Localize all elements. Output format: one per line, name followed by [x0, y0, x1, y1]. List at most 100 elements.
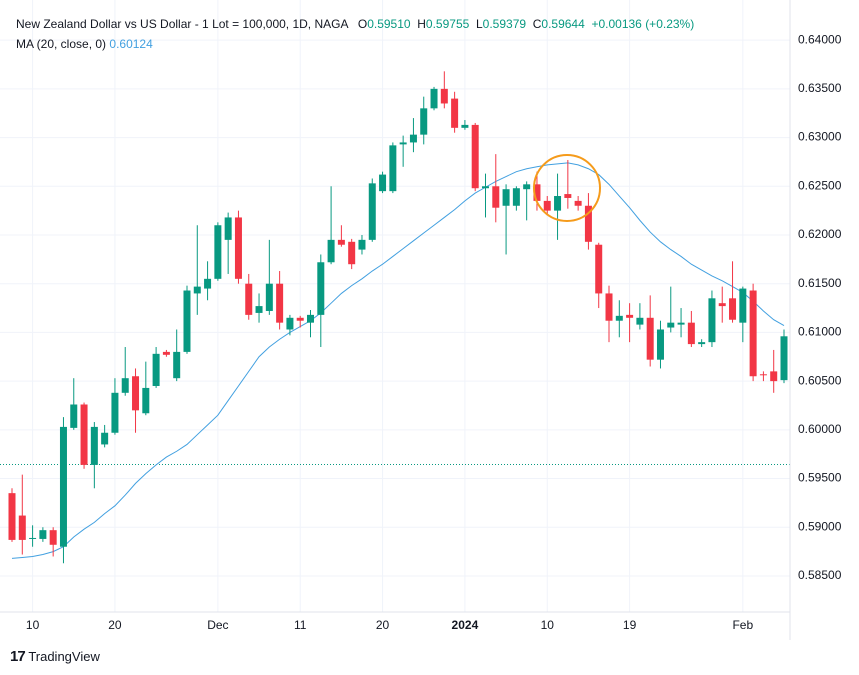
candle-body — [245, 283, 253, 315]
candle-body — [286, 317, 294, 330]
candle-body — [162, 351, 170, 355]
x-tick-label: Dec — [207, 618, 228, 632]
candle-body — [265, 283, 273, 311]
x-tick-label: 11 — [294, 618, 307, 632]
candle-body — [234, 217, 242, 279]
candle-body — [605, 293, 613, 321]
x-tick-label: Feb — [732, 618, 753, 632]
ma-value: 0.60124 — [109, 37, 153, 51]
candle-body — [698, 342, 706, 345]
candle-body — [512, 188, 520, 206]
y-tick-label: 0.62000 — [798, 227, 842, 241]
candle-body — [317, 262, 325, 315]
candle-body — [29, 537, 37, 539]
candle-body — [379, 174, 387, 192]
symbol-row: New Zealand Dollar vs US Dollar - 1 Lot … — [16, 14, 694, 34]
candle-body — [770, 371, 778, 382]
candle-body — [49, 530, 57, 545]
candle-body — [132, 376, 140, 411]
ohlc-value: 0.59755 — [425, 17, 470, 31]
x-tick-label: 20 — [108, 618, 122, 632]
ma-name: MA (20, close, 0) — [16, 37, 107, 51]
logo[interactable]: 17 TradingView — [10, 648, 100, 665]
candle-body — [533, 184, 541, 201]
candle-body — [554, 196, 562, 211]
candle-body — [152, 353, 160, 386]
ohlc-key: O — [357, 17, 368, 31]
candle-body — [615, 315, 623, 321]
candle-body — [193, 286, 201, 294]
candle-body — [389, 145, 397, 192]
candle-body — [183, 290, 191, 352]
candle-body — [121, 378, 129, 393]
logo-text[interactable]: TradingView — [28, 649, 100, 664]
candle-body — [39, 530, 47, 539]
y-tick-label: 0.61500 — [798, 276, 842, 290]
candle-body — [204, 278, 212, 289]
candle-body — [296, 317, 304, 321]
candle-body — [399, 142, 407, 145]
candle-body — [18, 515, 26, 540]
ohlc-values: O0.59510 H0.59755 L0.59379 C0.59644 — [358, 17, 592, 31]
candle-body — [430, 88, 438, 109]
y-tick-label: 0.62500 — [798, 178, 842, 192]
symbol-title: New Zealand Dollar vs US Dollar - 1 Lot … — [16, 17, 348, 31]
candle-body — [667, 322, 675, 328]
candle-body — [461, 124, 469, 128]
y-tick-label: 0.63000 — [798, 130, 842, 144]
ma-row: MA (20, close, 0) 0.60124 — [16, 34, 694, 54]
y-tick-label: 0.60500 — [798, 373, 842, 387]
ohlc-key: C — [532, 17, 542, 31]
candle-body — [276, 283, 284, 323]
candle-body — [471, 124, 479, 189]
candle-body — [708, 298, 716, 343]
candle-body — [543, 200, 551, 211]
candle-body — [80, 404, 88, 465]
x-tick-label: 20 — [376, 618, 390, 632]
ohlc-key: L — [475, 17, 483, 31]
candle-body — [327, 239, 335, 263]
candle-body — [90, 426, 98, 465]
y-tick-label: 0.61000 — [798, 325, 842, 339]
candle-body — [255, 306, 263, 313]
ohlc-value: 0.59510 — [367, 17, 411, 31]
ohlc-key: H — [417, 17, 426, 31]
candle-body — [584, 205, 592, 242]
y-tick-label: 0.59500 — [798, 471, 842, 485]
candle-body — [574, 200, 582, 206]
x-tick-label: 19 — [623, 618, 637, 632]
ohlc-value: 0.59379 — [482, 17, 527, 31]
legend: New Zealand Dollar vs US Dollar - 1 Lot … — [16, 14, 694, 54]
x-tick-label: 2024 — [452, 618, 479, 632]
candle-body — [70, 404, 78, 428]
candle-body — [337, 239, 345, 245]
candle-body — [358, 239, 366, 250]
candle-body — [420, 108, 428, 135]
candle-body — [101, 432, 109, 445]
candle-body — [409, 134, 417, 143]
candle-body — [739, 288, 747, 323]
candle-body — [481, 186, 489, 189]
candle-body — [224, 217, 232, 240]
ohlc-value: 0.59644 — [541, 17, 585, 31]
y-tick-label: 0.64000 — [798, 32, 842, 46]
candle-body — [142, 387, 150, 414]
candle-body — [626, 314, 634, 318]
candle-body — [646, 317, 654, 360]
candle-body — [759, 374, 767, 376]
candle-body — [502, 189, 510, 206]
candle-body — [636, 317, 644, 325]
candle-body — [523, 184, 531, 190]
candle-body — [59, 426, 67, 547]
change: +0.00136 (+0.23%) — [591, 17, 695, 31]
y-tick-label: 0.63500 — [798, 81, 842, 95]
x-tick-label: 10 — [541, 618, 555, 632]
candle-body — [8, 493, 16, 540]
highlight-circle — [533, 154, 601, 222]
candle-body — [687, 322, 695, 345]
candle-body — [440, 88, 448, 104]
candle-body — [677, 322, 685, 325]
candle-body — [111, 392, 119, 433]
